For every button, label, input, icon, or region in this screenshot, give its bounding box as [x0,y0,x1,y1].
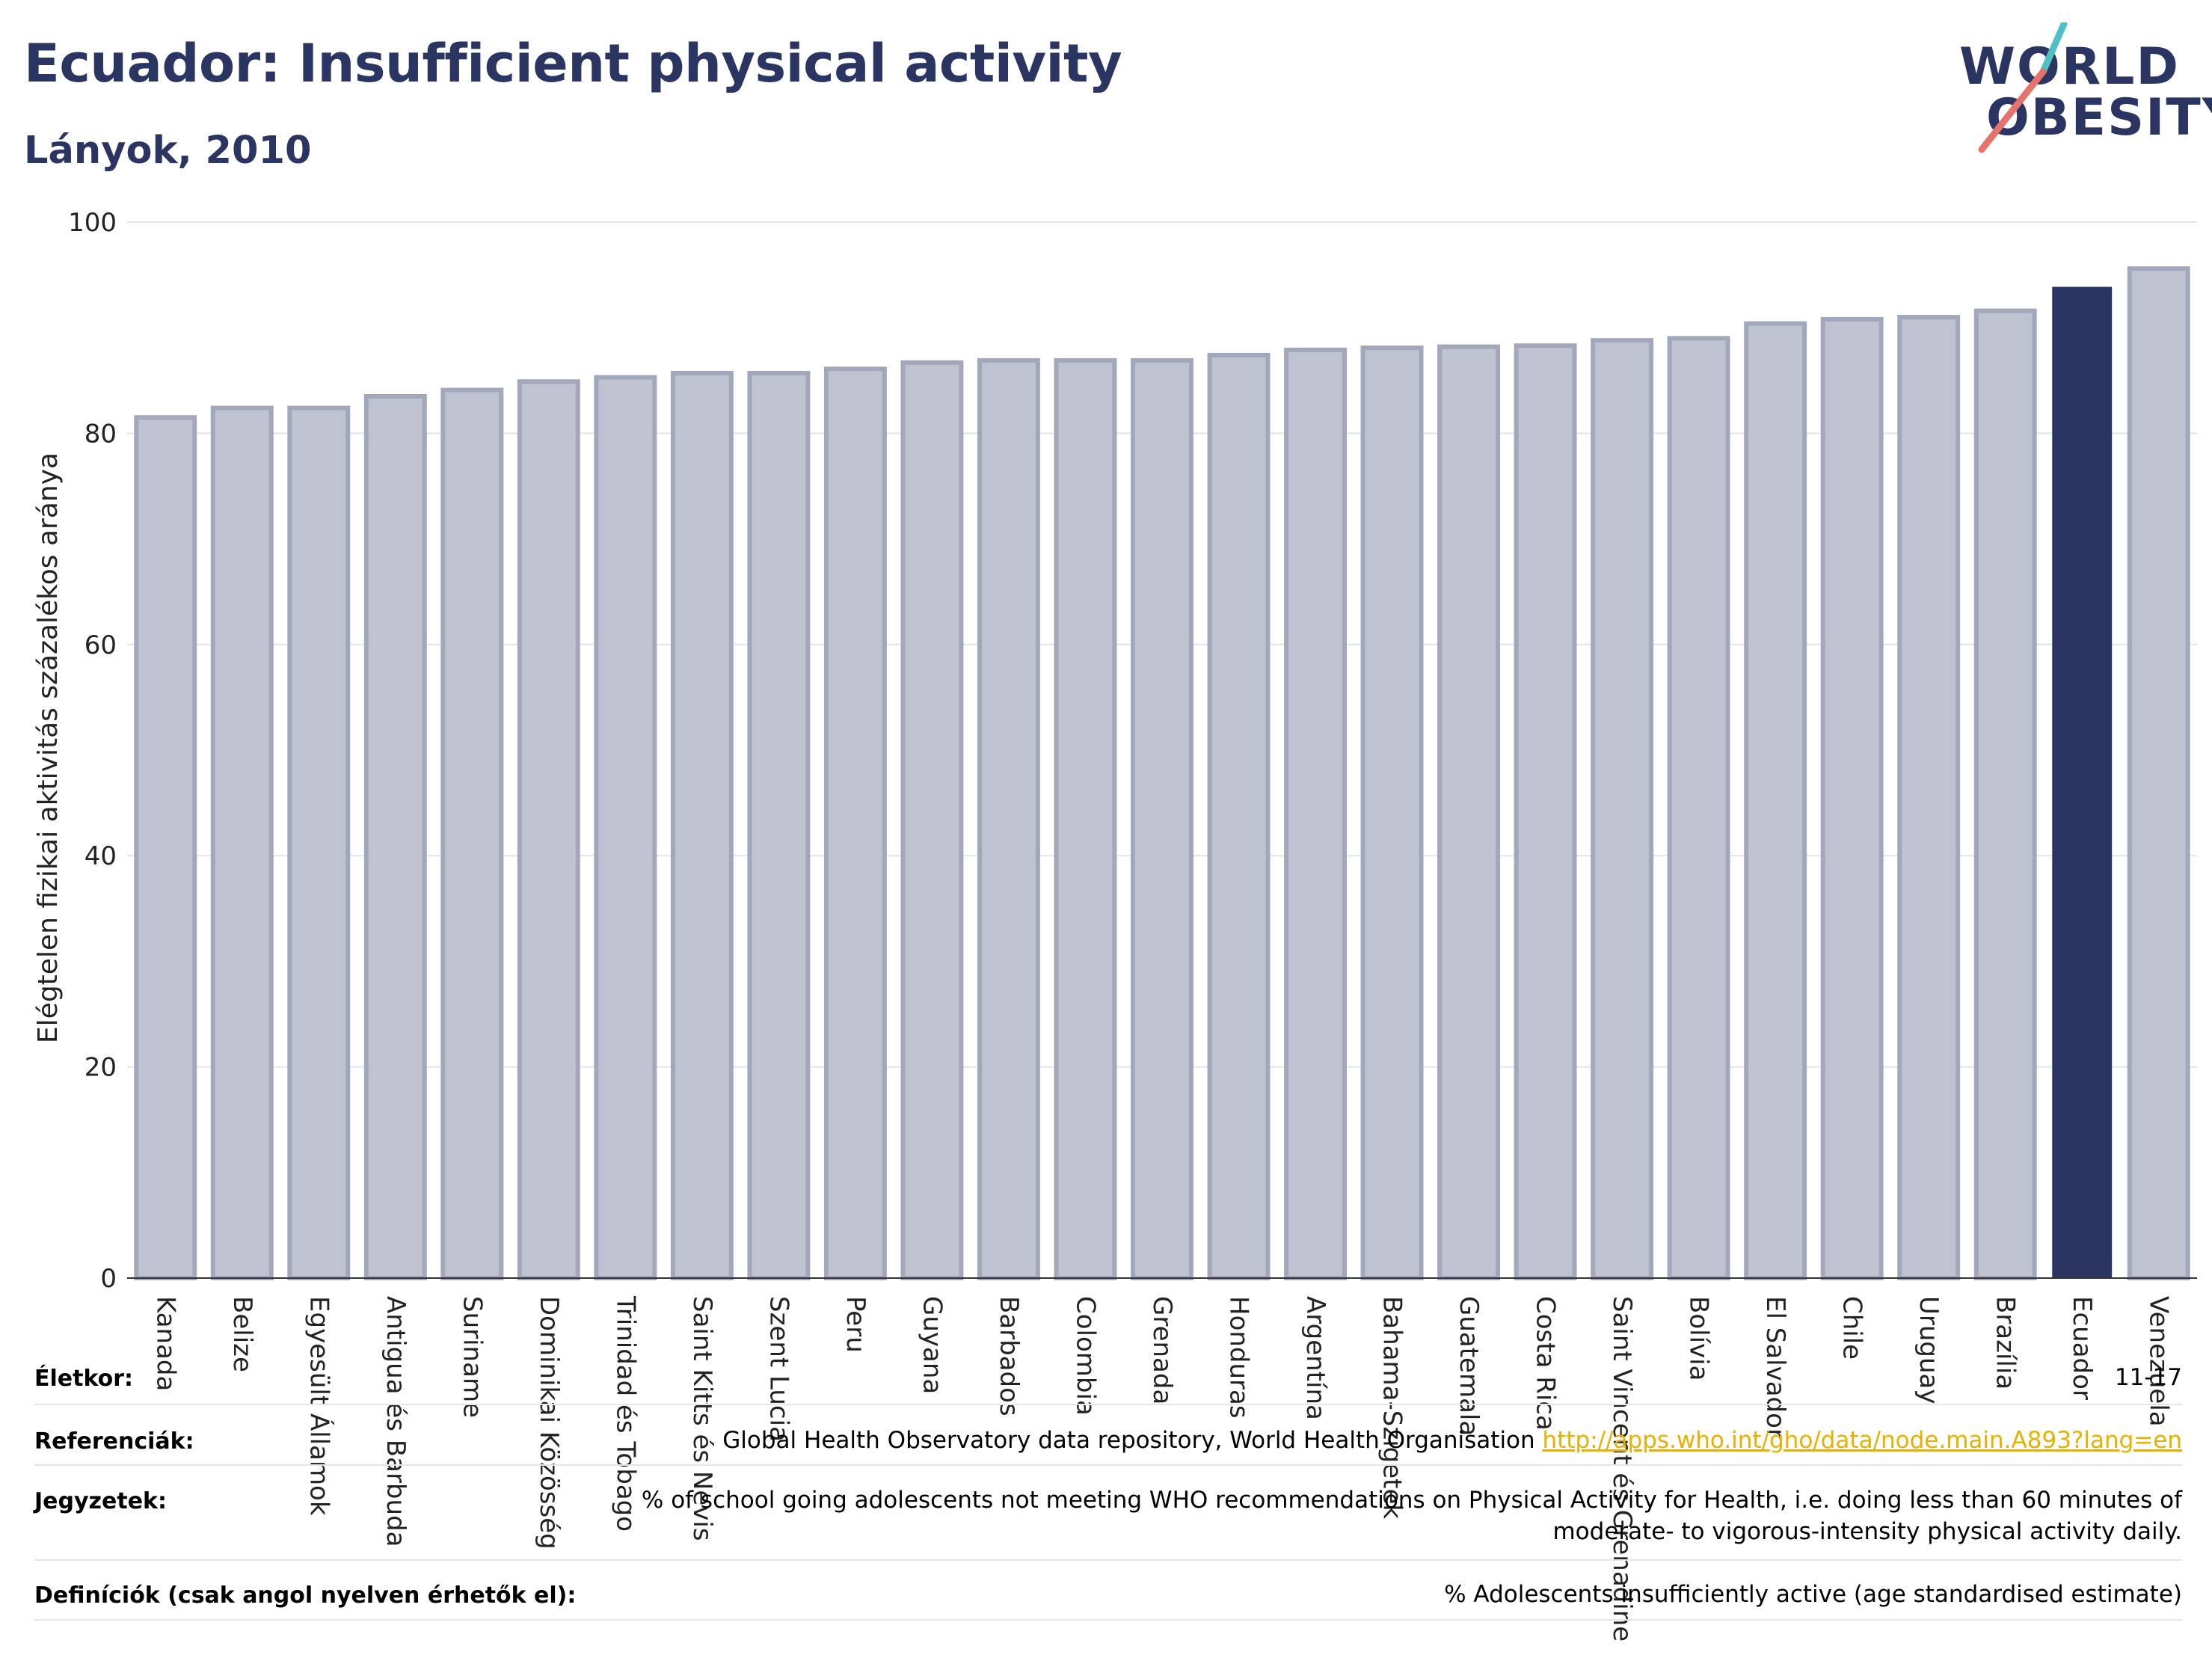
x-tick-label: Guyana [917,1296,947,1394]
chart-subtitle: Lányok, 2010 [24,129,312,173]
bar-antigua-és-barbuda[interactable] [363,393,427,1280]
bar-el-salvador[interactable] [1744,321,1807,1280]
bar-uruguay[interactable] [1897,315,1961,1281]
footer-divider [34,1464,2182,1466]
y-tick-label: 40 [85,841,117,871]
chart-title: Ecuador: Insufficient physical activity [24,33,1122,94]
bar-costa-rica[interactable] [1514,343,1577,1281]
bar-dominikai-közösség[interactable] [517,379,580,1280]
x-tick-label: Belize [227,1296,257,1372]
y-tick-label: 60 [85,630,117,660]
x-tick-label: Bahama-Szigetek [1377,1296,1407,1519]
y-tick-label: 20 [85,1053,117,1083]
x-tick-label: Trinidad és Tobago [610,1295,640,1532]
notes-line1: % of school going adolescents not meetin… [641,1487,2182,1514]
bar-szent-lucia[interactable] [747,370,811,1280]
x-tick-label: Antigua és Barbuda [381,1296,411,1547]
y-tick-label: 0 [100,1264,117,1294]
x-tick-label: Honduras [1224,1296,1254,1419]
bar-bolívia[interactable] [1667,336,1730,1281]
bar-suriname[interactable] [440,387,504,1280]
x-tick-label: Argentína [1300,1296,1330,1420]
bar-venezuela[interactable] [2127,266,2190,1280]
x-tick-label: Chile [1837,1296,1867,1360]
x-tick-label: Peru [841,1296,870,1353]
bar-kanada[interactable] [134,415,197,1280]
references-link[interactable]: http://apps.who.int/gho/data/node.main.A… [1542,1427,2182,1454]
bar-saint-kitts-és-nevis[interactable] [670,370,734,1280]
axes: 0 20 40 60 80 100 [68,208,2197,1294]
x-tick-label: Brazília [1991,1296,2021,1390]
x-tick-label: Guatemala [1454,1296,1484,1436]
footer-divider [34,1404,2182,1405]
bars [134,266,2190,1281]
notes-label: Jegyzetek: [34,1488,167,1514]
bar-barbados[interactable] [977,357,1040,1280]
x-tick-label: Colombia [1070,1296,1100,1416]
footer-divider [34,1619,2182,1621]
age-label: Életkor: [34,1366,134,1392]
logo-slash-icon [1978,22,2068,153]
x-tick-label: Dominikai Közösség [534,1296,564,1550]
x-tick-label: Bolívia [1684,1296,1714,1381]
bar-honduras[interactable] [1207,352,1271,1280]
x-tick-label: Kanada [150,1296,180,1391]
x-tick-label: Saint Kitts és Nevis [687,1296,717,1541]
bar-peru[interactable] [823,366,887,1281]
y-tick-label: 100 [68,208,117,238]
age-value: 11-17 [2114,1364,2182,1391]
footer-divider [34,1559,2182,1561]
x-tick-label: Costa Rica [1531,1296,1561,1431]
bar-saint-vincent-és-grenadine[interactable] [1591,338,1654,1280]
definitions-label: Definíciók (csak angol nyelven érhetők e… [34,1582,577,1609]
y-axis-title: Elégtelen fizikai aktivitás százalékos a… [33,452,64,1043]
notes-line2: moderate- to vigorous-intensity physical… [1552,1518,2182,1545]
x-tick-label: Ecuador [2067,1296,2097,1400]
bar-egyesült-államok[interactable] [287,405,351,1281]
x-tick-label: Egyesült Államok [304,1296,334,1516]
x-tick-label: Saint Vincent és Grenadine [1607,1296,1637,1642]
x-tick-label: Barbados [994,1296,1024,1416]
x-tick-label: Uruguay [1914,1296,1944,1404]
logo-text-line1: WORLD [1959,37,2180,96]
bar-trinidad-és-tobago[interactable] [594,375,657,1281]
x-tick-label: Suriname [457,1296,487,1418]
bar-guatemala[interactable] [1437,344,1501,1281]
x-tick-label: Grenada [1147,1296,1177,1404]
bar-ecuador[interactable] [2052,286,2113,1280]
references-label: Referenciák: [34,1428,194,1455]
bar-brazília[interactable] [1973,308,2037,1280]
bar-belize[interactable] [210,405,274,1281]
references-value: Global Health Observatory data repositor… [722,1427,2182,1454]
bar-colombia[interactable] [1054,357,1117,1280]
x-tick-labels: Kanada Belize Egyesült Államok Antigua és B… [150,1295,2173,1642]
y-tick-label: 80 [85,419,117,449]
bar-chile[interactable] [1820,316,1884,1280]
references-source: Global Health Observatory data repositor… [722,1427,1535,1454]
x-tick-label: Szent Lucia [764,1296,793,1442]
world-obesity-logo: WORLD OBESITY [1959,22,2212,157]
bar-argentína[interactable] [1284,347,1347,1280]
bar-bahama-szigetek[interactable] [1360,346,1424,1281]
x-tick-label: El Salvador [1760,1296,1790,1439]
x-tick-label: Venezuela [2144,1296,2174,1427]
bar-grenada[interactable] [1131,357,1193,1280]
bar-guyana[interactable] [900,360,964,1280]
definitions-value: % Adolescents insufficiently active (age… [1444,1581,2182,1608]
